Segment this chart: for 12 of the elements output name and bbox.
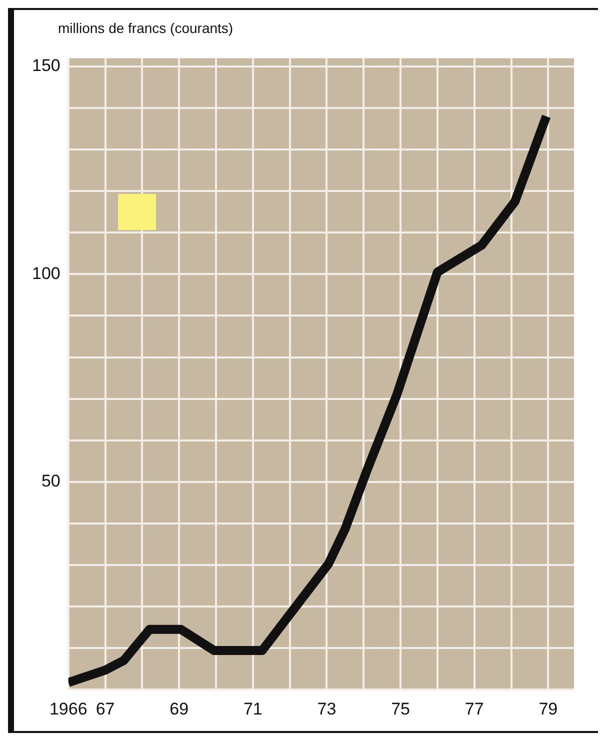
y-tick-label: 100 xyxy=(32,264,60,283)
x-tick-label: 73 xyxy=(317,699,336,718)
x-tick-label: 1966 xyxy=(49,699,88,718)
x-tick-label: 67 xyxy=(96,699,115,718)
y-axis-title: millions de francs (courants) xyxy=(58,20,234,36)
y-tick-label: 150 xyxy=(32,56,60,76)
x-tick-label: 71 xyxy=(243,699,262,718)
x-tick-label: 75 xyxy=(391,699,410,718)
y-tick-label: 50 xyxy=(41,472,60,491)
x-tick-label: 77 xyxy=(464,699,484,718)
x-tick-label: 69 xyxy=(170,699,189,718)
x-tick-label: 79 xyxy=(538,699,558,718)
